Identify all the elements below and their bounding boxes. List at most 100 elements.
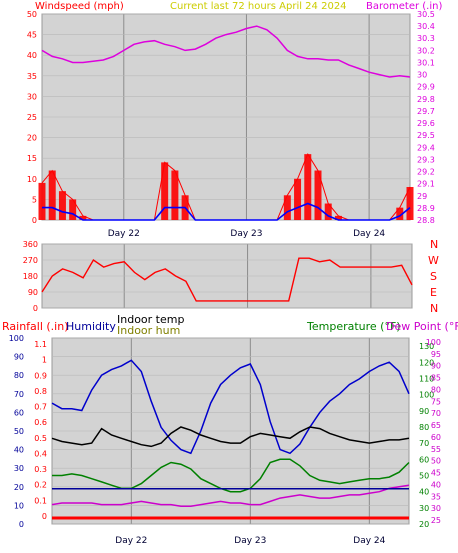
humidity-legend: Humidity (66, 320, 116, 333)
barometer-tick-label: 29.1 (417, 180, 435, 189)
humidity-tick-label: 0 (19, 520, 24, 529)
x-tick-label-top: Day 24 (353, 229, 385, 239)
direction-tick-label: 270 (23, 256, 38, 265)
humidity-tick-label: 60 (14, 408, 24, 417)
x-tick-label-top: Day 22 (108, 229, 140, 239)
direction-tick-label: 360 (23, 240, 38, 249)
temperature-tick-label: 50 (419, 471, 429, 480)
dewpoint-tick-label: 55 (431, 445, 441, 454)
barometer-tick-label: 30.3 (417, 34, 435, 43)
humidity-tick-label: 20 (14, 483, 24, 492)
humidity-tick-label: 50 (14, 427, 24, 436)
x-tick-label-top: Day 23 (230, 229, 262, 239)
temperature-tick-label: 120 (419, 358, 434, 367)
barometer-tick-label: 29.6 (417, 119, 435, 128)
temperature-tick-label: 90 (419, 407, 429, 416)
wind-tick-label: 0 (32, 216, 37, 225)
wind-tick-label: 45 (27, 31, 37, 40)
rainfall-tick-label: 0.8 (34, 387, 47, 396)
barometer-tick-label: 29.3 (417, 155, 435, 164)
humidity-tick-label: 30 (14, 464, 24, 473)
rainfall-tick-label: 0 (42, 512, 47, 521)
chart-title: Current last 72 hours April 24 2024 (170, 1, 347, 12)
rainfall-tick-label: 0.2 (34, 481, 47, 490)
dewpoint-tick-label: 40 (431, 480, 441, 489)
wind-tick-label: 15 (27, 154, 37, 163)
temperature-tick-label: 70 (419, 439, 429, 448)
dewpoint-tick-label: 100 (426, 338, 441, 347)
x-tick-label-bottom: Day 24 (353, 536, 385, 546)
rainfall-tick-label: 0.1 (34, 496, 47, 505)
dewpoint-tick-label: 90 (431, 362, 441, 371)
humidity-tick-label: 70 (14, 390, 24, 399)
dewpoint-tick-label: 70 (431, 409, 441, 418)
x-tick-label-bottom: Day 22 (115, 536, 147, 546)
barometer-tick-label: 29.2 (417, 168, 435, 177)
temperature-tick-label: 130 (419, 342, 434, 351)
barometer-tick-label: 29.9 (417, 83, 435, 92)
direction-tick-label: 180 (23, 272, 38, 281)
wind-tick-label: 40 (27, 51, 37, 60)
humidity-tick-label: 90 (14, 353, 24, 362)
barometer-tick-label: 29.4 (417, 143, 435, 152)
wind-tick-label: 30 (27, 92, 37, 101)
dewpoint-tick-label: 60 (431, 433, 441, 442)
rainfall-tick-label: 0.4 (34, 449, 47, 458)
rainfall-tick-label: 0.7 (34, 403, 47, 412)
wind-tick-label: 5 (32, 195, 37, 204)
barometer-tick-label: 29.5 (417, 131, 435, 140)
rainfall-tick-label: 1.1 (34, 340, 47, 349)
compass-label-s: S (430, 270, 437, 283)
rainfall-tick-label: 0.3 (34, 465, 47, 474)
direction-tick-label: 90 (28, 288, 38, 297)
dewpoint-tick-label: 80 (431, 385, 441, 394)
barometer-tick-label: 30 (417, 71, 427, 80)
temperature-series-line (52, 458, 410, 493)
wind-tick-label: 35 (27, 72, 37, 81)
rainfall-tick-label: 0.6 (34, 418, 47, 427)
dewpoint-tick-label: 85 (431, 374, 441, 383)
barometer-tick-label: 28.8 (417, 216, 435, 225)
indoor-hum-legend: Indoor hum (117, 324, 180, 337)
dewpoint-tick-label: 45 (431, 469, 441, 478)
dewpoint-tick-label: 25 (431, 516, 441, 525)
temperature-tick-label: 80 (419, 423, 429, 432)
dewpoint-tick-label: 50 (431, 457, 441, 466)
rainfall-legend: Rainfall (.in) (2, 320, 69, 333)
x-tick-label-bottom: Day 23 (234, 536, 266, 546)
dewpoint-tick-label: 30 (431, 504, 441, 513)
humidity-tick-label: 10 (14, 501, 24, 510)
windspeed-title: Windspeed (mph) (35, 1, 124, 12)
barometer-series-line (41, 25, 411, 78)
barometer-tick-label: 30.5 (417, 10, 435, 19)
compass-label-n-top: N (430, 238, 438, 251)
barometer-tick-label: 30.2 (417, 46, 435, 55)
barometer-title: Barometer (.in) (366, 1, 442, 12)
dewpoint-tick-label: 75 (431, 397, 441, 406)
temperature-tick-label: 110 (419, 374, 434, 383)
dewpoint-series-line (51, 484, 410, 507)
dewpoint-tick-label: 95 (431, 350, 441, 359)
wind-tick-label: 25 (27, 113, 37, 122)
rainfall-tick-label: 0.9 (34, 371, 47, 380)
rainfall-tick-label: 0.5 (34, 434, 47, 443)
temperature-tick-label: 100 (419, 391, 434, 400)
rainfall-tick-label: 1 (42, 356, 47, 365)
humidity-series-line (51, 359, 410, 455)
temperature-tick-label: 40 (419, 488, 429, 497)
wind-average-series-line (42, 202, 411, 221)
barometer-tick-label: 29 (417, 192, 427, 201)
indoor-temp-legend: Indoor temp (117, 313, 184, 326)
humidity-tick-label: 80 (14, 371, 24, 380)
dewpoint-tick-label: 65 (431, 421, 441, 430)
barometer-tick-label: 30.4 (417, 22, 435, 31)
direction-tick-label: 0 (33, 304, 38, 313)
barometer-tick-label: 30.1 (417, 58, 435, 67)
humidity-tick-label: 40 (14, 446, 24, 455)
wind-tick-label: 10 (27, 175, 37, 184)
compass-label-w: W (428, 254, 439, 267)
barometer-tick-label: 28.9 (417, 204, 435, 213)
temperature-tick-label: 60 (419, 455, 429, 464)
indoor-temp-series-line (51, 426, 410, 448)
barometer-tick-label: 29.7 (417, 107, 435, 116)
